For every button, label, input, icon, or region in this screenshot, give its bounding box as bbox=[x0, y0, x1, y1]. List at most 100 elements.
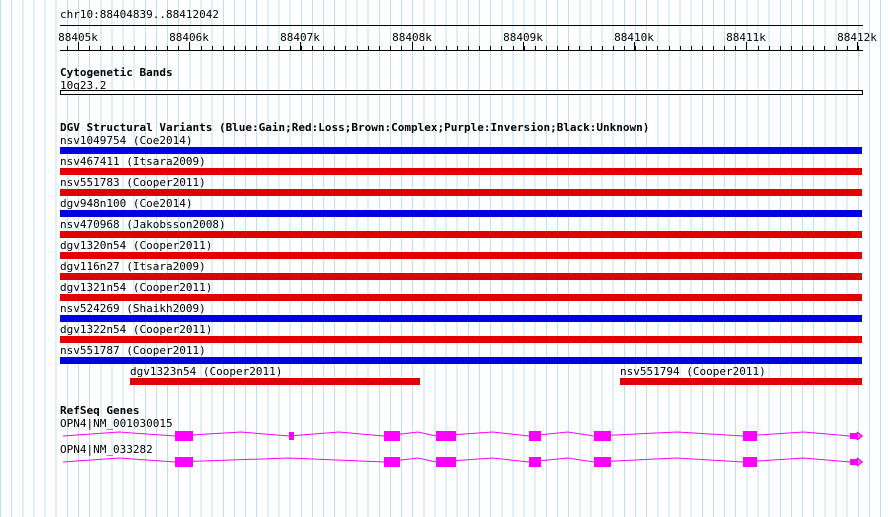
dgv-variant-label[interactable]: dgv1321n54 (Cooper2011) bbox=[60, 281, 213, 294]
ruler-minor-tick bbox=[200, 46, 202, 50]
ruler-minor-tick bbox=[479, 46, 481, 50]
dgv-variant-bar[interactable] bbox=[130, 378, 420, 385]
ruler-minor-tick bbox=[612, 46, 614, 50]
ruler-minor-tick bbox=[456, 46, 458, 50]
gene-exon[interactable] bbox=[436, 457, 456, 467]
dgv-variant-label[interactable]: nsv551794 (Cooper2011) bbox=[620, 365, 766, 378]
ruler-minor-tick bbox=[791, 46, 792, 50]
ruler-minor-tick bbox=[66, 46, 68, 50]
ruler-minor-tick bbox=[378, 46, 380, 50]
ruler-tick-label: 88405k bbox=[58, 31, 98, 44]
ruler-major-tick bbox=[857, 42, 858, 50]
ruler-minor-tick bbox=[668, 46, 670, 50]
ruler-top-line bbox=[60, 25, 863, 26]
ruler-minor-tick bbox=[679, 46, 681, 50]
dgv-variant-bar[interactable] bbox=[60, 357, 862, 364]
dgv-variant-label[interactable]: nsv467411 (Itsara2009) bbox=[60, 155, 206, 168]
dgv-variant-label[interactable]: nsv1049754 (Coe2014) bbox=[60, 134, 193, 147]
ruler-minor-tick bbox=[623, 46, 625, 50]
dgv-variant-bar[interactable] bbox=[60, 189, 862, 196]
ruler-minor-tick bbox=[646, 46, 648, 50]
ruler-minor-tick bbox=[512, 46, 514, 50]
gene-exon[interactable] bbox=[175, 457, 193, 467]
gene-exon[interactable] bbox=[436, 431, 456, 441]
gene-direction-arrow bbox=[856, 457, 864, 467]
ruler-minor-tick bbox=[501, 46, 503, 50]
gene-exon[interactable] bbox=[289, 432, 294, 440]
gene-exon[interactable] bbox=[529, 457, 541, 467]
ruler-minor-tick bbox=[189, 46, 191, 50]
gene-exon[interactable] bbox=[743, 457, 757, 467]
ruler-minor-tick bbox=[89, 46, 91, 50]
ruler-minor-tick bbox=[256, 46, 258, 50]
ruler-minor-tick bbox=[445, 46, 447, 50]
ruler-tick-label: 88409k bbox=[503, 31, 543, 44]
ruler-minor-tick bbox=[735, 46, 737, 50]
ruler-minor-tick bbox=[724, 46, 726, 50]
dgv-variant-label[interactable]: dgv1323n54 (Cooper2011) bbox=[130, 365, 283, 378]
gene-exon[interactable] bbox=[850, 459, 858, 465]
ruler-minor-tick bbox=[401, 46, 403, 50]
dgv-variant-bar[interactable] bbox=[60, 168, 862, 175]
gene-exon[interactable] bbox=[384, 431, 400, 441]
ruler-tick-label: 88408k bbox=[392, 31, 432, 44]
ruler-minor-tick bbox=[813, 46, 815, 50]
ruler-minor-tick bbox=[144, 46, 146, 50]
dgv-variant-bar[interactable] bbox=[60, 273, 862, 280]
ruler-minor-tick bbox=[412, 46, 414, 50]
dgv-variant-label[interactable]: dgv1320n54 (Cooper2011) bbox=[60, 239, 213, 252]
gene-exon[interactable] bbox=[175, 431, 193, 441]
refseq-gene-label[interactable]: OPN4|NM_001030015 bbox=[60, 417, 173, 430]
dgv-variant-bar[interactable] bbox=[60, 315, 862, 322]
ruler-minor-tick bbox=[111, 46, 113, 50]
gene-exon[interactable] bbox=[384, 457, 400, 467]
cytoband-title: Cytogenetic Bands bbox=[60, 66, 173, 79]
ruler-minor-tick bbox=[490, 46, 492, 50]
ruler-minor-tick bbox=[133, 46, 135, 50]
ruler-minor-tick bbox=[701, 46, 703, 50]
ruler-minor-tick bbox=[657, 46, 659, 50]
dgv-variant-bar[interactable] bbox=[60, 147, 862, 154]
ruler-major-tick bbox=[523, 42, 524, 50]
ruler-minor-tick bbox=[757, 46, 759, 50]
region-position: chr10:88404839..88412042 bbox=[60, 8, 219, 21]
dgv-variant-label[interactable]: dgv116n27 (Itsara2009) bbox=[60, 260, 206, 273]
dgv-variant-bar[interactable] bbox=[60, 231, 862, 238]
dgv-variant-label[interactable]: nsv470968 (Jakobsson2008) bbox=[60, 218, 226, 231]
dgv-variant-label[interactable]: nsv524269 (Shaikh2009) bbox=[60, 302, 206, 315]
dgv-variant-label[interactable]: nsv551787 (Cooper2011) bbox=[60, 344, 206, 357]
ruler-minor-tick bbox=[423, 46, 425, 50]
ruler-minor-tick bbox=[579, 46, 581, 50]
refseq-title: RefSeq Genes bbox=[60, 404, 140, 417]
dgv-variant-bar[interactable] bbox=[60, 210, 862, 217]
dgv-variant-bar[interactable] bbox=[60, 252, 862, 259]
dgv-variant-bar[interactable] bbox=[60, 294, 862, 301]
ruler-minor-tick bbox=[835, 46, 837, 50]
ruler-minor-tick bbox=[713, 46, 714, 50]
dgv-variant-label[interactable]: dgv1322n54 (Cooper2011) bbox=[60, 323, 213, 336]
gene-exon[interactable] bbox=[529, 431, 541, 441]
refseq-gene-glyph[interactable] bbox=[60, 428, 870, 444]
gene-exon[interactable] bbox=[594, 457, 611, 467]
refseq-gene-glyph[interactable] bbox=[60, 454, 870, 470]
gene-exon[interactable] bbox=[743, 431, 757, 441]
ruler-minor-tick bbox=[467, 46, 469, 50]
ruler-minor-tick bbox=[222, 46, 224, 50]
gene-intron-line bbox=[62, 457, 860, 463]
ruler-minor-tick bbox=[356, 46, 358, 50]
ruler-minor-tick bbox=[635, 46, 636, 50]
dgv-variant-bar[interactable] bbox=[620, 378, 862, 385]
dgv-variant-bar[interactable] bbox=[60, 336, 862, 343]
ruler-minor-tick bbox=[345, 46, 347, 50]
refseq-gene-label[interactable]: OPN4|NM_033282 bbox=[60, 443, 153, 456]
gene-exon[interactable] bbox=[594, 431, 611, 441]
ruler-minor-tick bbox=[390, 46, 391, 50]
ruler-minor-tick bbox=[78, 46, 79, 50]
ruler-minor-tick bbox=[323, 46, 325, 50]
ruler-minor-tick bbox=[690, 46, 692, 50]
gene-exon[interactable] bbox=[850, 433, 858, 439]
dgv-variant-label[interactable]: dgv948n100 (Coe2014) bbox=[60, 197, 193, 210]
dgv-variant-label[interactable]: nsv551783 (Cooper2011) bbox=[60, 176, 206, 189]
